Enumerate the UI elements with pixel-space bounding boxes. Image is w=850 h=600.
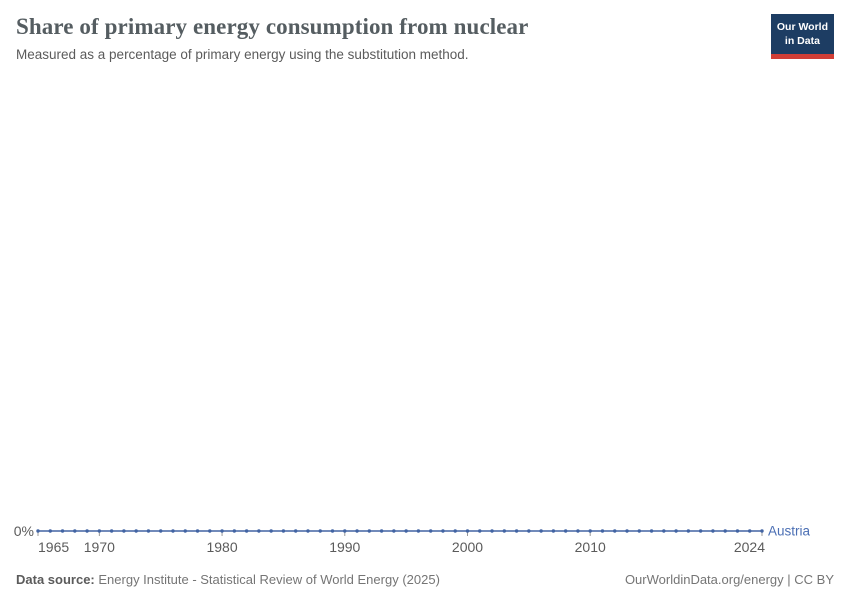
- data-point[interactable]: [600, 529, 605, 533]
- owid-logo[interactable]: Our World in Data: [770, 14, 834, 60]
- series-label-austria[interactable]: Austria: [768, 524, 811, 539]
- owid-logo-text-line2: in Data: [784, 34, 820, 47]
- data-point[interactable]: [330, 529, 335, 533]
- data-point[interactable]: [36, 529, 40, 533]
- data-point[interactable]: [490, 529, 494, 533]
- data-point[interactable]: [244, 529, 249, 533]
- data-point[interactable]: [379, 529, 384, 533]
- data-point[interactable]: [257, 529, 261, 533]
- owid-logo-text-line1: Our World: [776, 21, 828, 33]
- chart-header: Share of primary energy consumption from…: [16, 14, 750, 62]
- data-point[interactable]: [613, 529, 617, 533]
- x-axis-tick-label: 2000: [452, 539, 483, 555]
- data-point[interactable]: [539, 529, 543, 533]
- data-point[interactable]: [306, 529, 310, 533]
- data-source-line[interactable]: Data source: Energy Institute - Statisti…: [16, 572, 440, 587]
- data-point[interactable]: [551, 529, 556, 533]
- data-point[interactable]: [576, 529, 580, 533]
- data-point[interactable]: [134, 529, 138, 533]
- data-point[interactable]: [441, 529, 445, 533]
- data-point[interactable]: [392, 529, 396, 533]
- data-point[interactable]: [269, 529, 273, 533]
- data-point[interactable]: [171, 529, 175, 533]
- data-point[interactable]: [355, 529, 359, 533]
- data-point[interactable]: [649, 529, 654, 533]
- data-point[interactable]: [686, 529, 691, 533]
- x-axis-tick-label: 1965: [38, 539, 69, 555]
- data-point[interactable]: [109, 529, 114, 533]
- data-point[interactable]: [85, 529, 89, 533]
- footer-attribution-link[interactable]: OurWorldinData.org/energy | CC BY: [624, 572, 834, 587]
- data-point[interactable]: [735, 529, 740, 533]
- data-point[interactable]: [220, 529, 224, 533]
- data-point[interactable]: [208, 529, 212, 533]
- data-point[interactable]: [367, 529, 372, 533]
- data-point[interactable]: [465, 529, 470, 533]
- data-point[interactable]: [97, 529, 102, 533]
- chart-footer: Data source: Energy Institute - Statisti…: [16, 572, 834, 587]
- data-point[interactable]: [723, 529, 727, 533]
- data-source-label: Data source:: [16, 572, 95, 587]
- data-point[interactable]: [318, 529, 322, 533]
- data-point[interactable]: [232, 529, 237, 533]
- data-point[interactable]: [195, 529, 200, 533]
- y-axis-tick-label: 0%: [14, 523, 34, 539]
- data-point[interactable]: [478, 529, 482, 533]
- data-source-text[interactable]: Energy Institute - Statistical Review of…: [98, 572, 440, 587]
- data-point[interactable]: [428, 529, 433, 533]
- data-point[interactable]: [711, 529, 715, 533]
- data-point[interactable]: [453, 529, 457, 533]
- data-point[interactable]: [343, 529, 347, 533]
- data-point[interactable]: [502, 529, 507, 533]
- data-point[interactable]: [698, 529, 703, 533]
- data-point[interactable]: [416, 529, 421, 533]
- data-point[interactable]: [760, 529, 764, 533]
- data-point[interactable]: [588, 529, 592, 533]
- chart-subtitle: Measured as a percentage of primary ener…: [16, 47, 469, 62]
- data-point[interactable]: [293, 529, 298, 533]
- data-point[interactable]: [662, 529, 666, 533]
- data-point[interactable]: [404, 529, 408, 533]
- data-point[interactable]: [183, 529, 187, 533]
- data-point[interactable]: [748, 529, 752, 533]
- page-title: Share of primary energy consumption from…: [16, 14, 529, 39]
- data-point[interactable]: [674, 529, 678, 533]
- data-point[interactable]: [625, 529, 629, 533]
- data-point[interactable]: [73, 529, 77, 533]
- x-axis-tick-label: 1980: [206, 539, 237, 555]
- data-point[interactable]: [514, 529, 519, 533]
- data-point[interactable]: [159, 529, 163, 533]
- data-point[interactable]: [281, 529, 286, 533]
- x-axis-tick-label: 1990: [329, 539, 360, 555]
- x-axis-tick-label: 2010: [575, 539, 606, 555]
- data-point[interactable]: [146, 529, 151, 533]
- x-axis-tick-label: 1970: [84, 539, 115, 555]
- data-point[interactable]: [563, 529, 568, 533]
- data-point[interactable]: [122, 529, 126, 533]
- data-point[interactable]: [48, 529, 52, 533]
- data-point[interactable]: [527, 529, 531, 533]
- data-point[interactable]: [637, 529, 641, 533]
- x-axis-tick-label: 2024: [734, 539, 765, 555]
- data-point[interactable]: [60, 529, 65, 533]
